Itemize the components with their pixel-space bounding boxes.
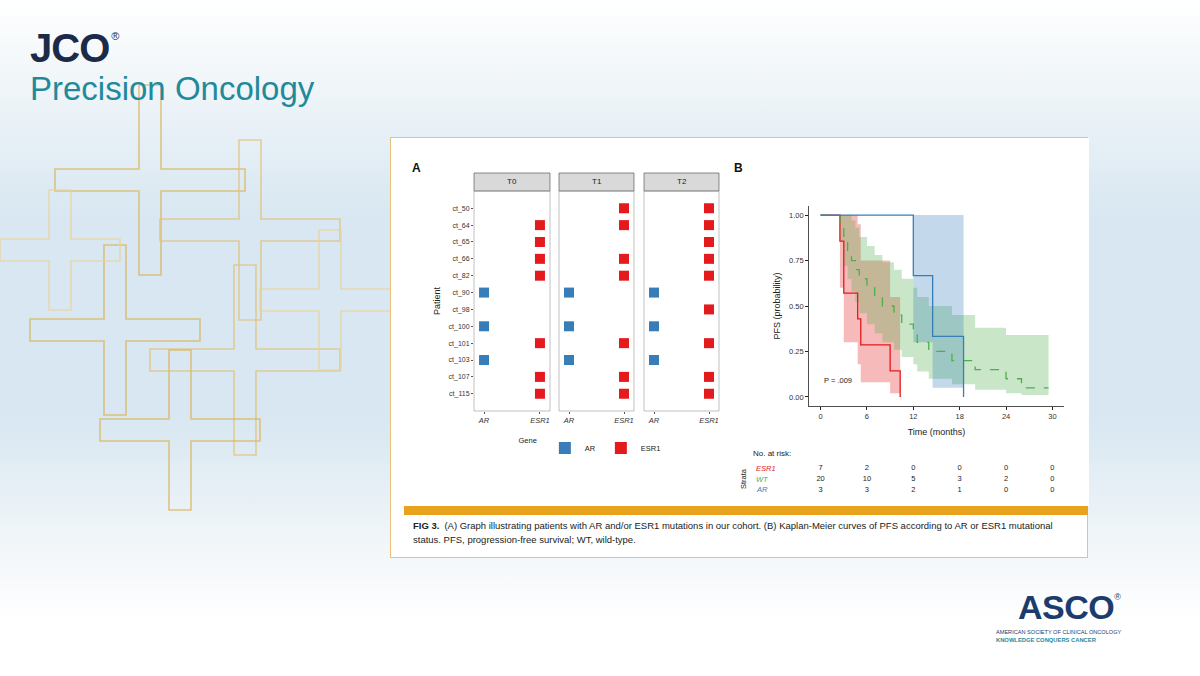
html-text:(A) Graph illustrating patient: (A) Graph illustrating patients with AR … xyxy=(413,520,1053,545)
svg-text:1.00: 1.00 xyxy=(789,211,804,220)
svg-text:0: 0 xyxy=(1004,485,1008,494)
svg-text:5: 5 xyxy=(911,474,915,483)
svg-text:AR: AR xyxy=(478,416,490,425)
svg-text:AR: AR xyxy=(648,416,660,425)
svg-text:Time (months): Time (months) xyxy=(908,427,966,437)
svg-text:2: 2 xyxy=(865,463,869,472)
svg-text:12: 12 xyxy=(909,412,917,421)
svg-text:PFS (probability): PFS (probability) xyxy=(772,272,782,339)
svg-text:AR: AR xyxy=(563,416,575,425)
html-text:Precision Oncology: Precision Oncology xyxy=(30,70,315,107)
svg-text:0: 0 xyxy=(1050,463,1054,472)
svg-text:ct_66: ct_66 xyxy=(452,255,469,263)
svg-text:0.75: 0.75 xyxy=(789,256,804,265)
svg-text:ESR1: ESR1 xyxy=(699,416,719,425)
svg-text:A: A xyxy=(412,161,421,175)
svg-text:24: 24 xyxy=(1002,412,1010,421)
svg-text:ESR1: ESR1 xyxy=(530,416,550,425)
svg-text:T2: T2 xyxy=(677,177,687,186)
svg-text:0: 0 xyxy=(958,463,962,472)
svg-text:18: 18 xyxy=(956,412,964,421)
html-text:AMERICAN SOCIETY OF CLINICAL O: AMERICAN SOCIETY OF CLINICAL ONCOLOGY xyxy=(996,629,1122,635)
svg-text:1: 1 xyxy=(958,485,962,494)
svg-text:ct_98: ct_98 xyxy=(452,306,469,314)
svg-text:AR: AR xyxy=(585,444,596,453)
svg-text:ESR1: ESR1 xyxy=(641,444,661,453)
svg-text:20: 20 xyxy=(816,474,824,483)
svg-text:ct_50: ct_50 xyxy=(452,205,469,213)
html-text:ASCO: ASCO xyxy=(1018,588,1115,626)
svg-text:2: 2 xyxy=(1004,474,1008,483)
svg-text:Gene: Gene xyxy=(519,436,537,445)
svg-text:No. at risk:: No. at risk: xyxy=(753,449,791,458)
svg-text:0: 0 xyxy=(1050,474,1054,483)
svg-text:ct_107: ct_107 xyxy=(449,373,470,381)
html-text:KNOWLEDGE CONQUERS CANCER: KNOWLEDGE CONQUERS CANCER xyxy=(996,637,1096,643)
svg-text:3: 3 xyxy=(865,485,869,494)
svg-text:0: 0 xyxy=(1004,463,1008,472)
svg-text:Strata: Strata xyxy=(739,468,748,489)
svg-text:ESR1: ESR1 xyxy=(614,416,634,425)
svg-text:Patient: Patient xyxy=(432,286,442,315)
svg-text:3: 3 xyxy=(819,485,823,494)
svg-text:T0: T0 xyxy=(507,177,517,186)
svg-text:0.00: 0.00 xyxy=(789,393,804,402)
svg-text:ct_64: ct_64 xyxy=(452,222,469,230)
svg-text:AR: AR xyxy=(756,485,768,494)
html-text:JCO: JCO xyxy=(30,26,110,70)
svg-text:3: 3 xyxy=(958,474,962,483)
svg-text:WT: WT xyxy=(756,475,769,484)
svg-text:2: 2 xyxy=(911,485,915,494)
svg-text:T1: T1 xyxy=(592,177,602,186)
svg-text:0.50: 0.50 xyxy=(789,302,804,311)
svg-text:10: 10 xyxy=(863,474,871,483)
svg-text:ct_65: ct_65 xyxy=(452,238,469,246)
svg-text:ct_82: ct_82 xyxy=(452,272,469,280)
svg-text:30: 30 xyxy=(1048,412,1056,421)
svg-text:ESR1: ESR1 xyxy=(756,464,776,473)
svg-text:0.25: 0.25 xyxy=(789,347,804,356)
svg-text:0: 0 xyxy=(911,463,915,472)
svg-text:0: 0 xyxy=(819,412,823,421)
svg-text:0: 0 xyxy=(1050,485,1054,494)
svg-text:6: 6 xyxy=(865,412,869,421)
svg-text:ct_101: ct_101 xyxy=(449,340,470,348)
svg-text:B: B xyxy=(734,161,743,175)
svg-text:P = .009: P = .009 xyxy=(824,376,852,385)
html-text:FIG 3.: FIG 3. xyxy=(413,520,440,531)
svg-text:ct_103: ct_103 xyxy=(449,356,470,364)
svg-text:ct_115: ct_115 xyxy=(449,390,470,398)
svg-text:7: 7 xyxy=(819,463,823,472)
svg-text:ct_90: ct_90 xyxy=(452,289,469,297)
svg-text:ct_100: ct_100 xyxy=(449,323,470,331)
